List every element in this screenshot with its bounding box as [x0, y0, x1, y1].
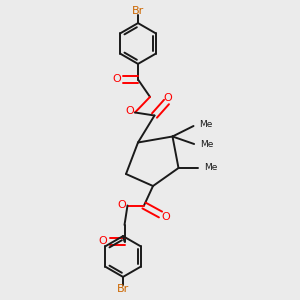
Text: O: O — [117, 200, 126, 210]
Text: Br: Br — [132, 6, 144, 16]
Text: O: O — [98, 236, 107, 246]
Text: Br: Br — [117, 284, 129, 294]
Text: O: O — [125, 106, 134, 116]
Text: O: O — [161, 212, 170, 222]
Text: O: O — [164, 92, 172, 103]
Text: O: O — [112, 74, 121, 84]
Text: Me: Me — [204, 164, 218, 172]
Text: Me: Me — [200, 140, 214, 149]
Text: Me: Me — [200, 120, 213, 129]
